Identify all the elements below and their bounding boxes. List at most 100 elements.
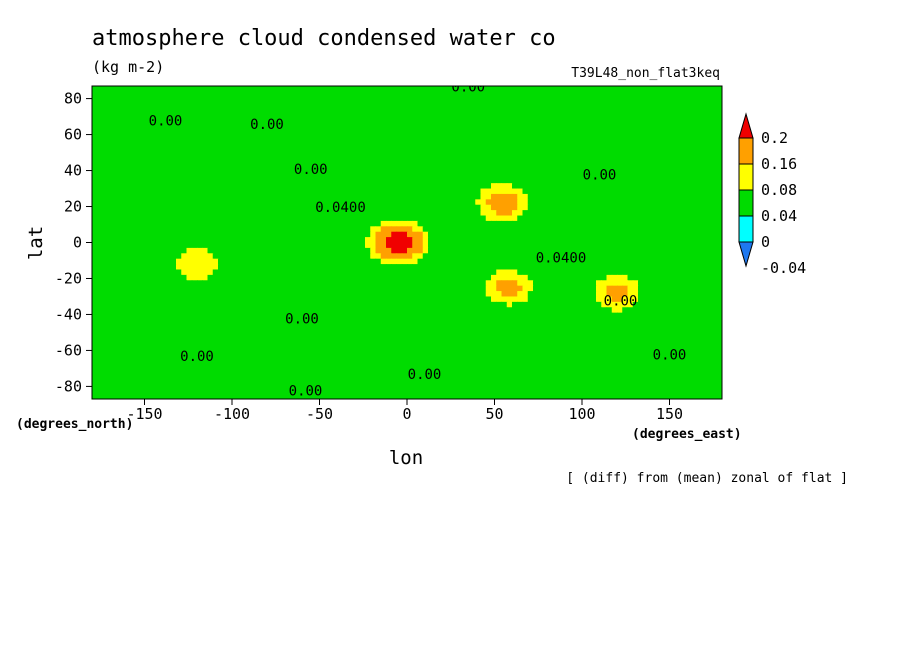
field-cell: [260, 150, 266, 157]
field-cell: [317, 204, 324, 211]
field-cell: [695, 161, 702, 168]
field-cell: [170, 269, 177, 276]
field-cell: [212, 296, 219, 303]
field-cell: [575, 145, 581, 152]
field-cell: [176, 86, 182, 92]
field-cell: [606, 156, 613, 163]
field-cell: [417, 134, 424, 141]
field-cell: [165, 285, 172, 292]
field-cell: [396, 112, 403, 119]
field-cell: [627, 145, 634, 152]
field-cell: [601, 291, 608, 298]
field-cell: [396, 177, 403, 184]
field-cell: [212, 210, 219, 217]
field-cell: [480, 231, 487, 238]
field-cell: [275, 86, 282, 92]
field-cell: [433, 139, 440, 146]
field-cell: [407, 139, 413, 146]
field-cell: [228, 280, 235, 287]
field-cell: [228, 102, 235, 109]
field-cell: [606, 291, 613, 298]
field-cell: [590, 210, 597, 217]
field-cell: [144, 86, 151, 92]
field-cell: [149, 139, 156, 146]
field-cell: [239, 161, 245, 168]
field-cell: [627, 123, 634, 130]
field-cell: [375, 123, 382, 130]
field-cell: [711, 166, 718, 173]
field-cell: [643, 247, 650, 254]
field-cell: [233, 307, 240, 314]
field-cell: [491, 166, 497, 173]
field-cell: [354, 161, 361, 168]
field-cell: [632, 183, 639, 190]
field-cell: [401, 269, 408, 276]
field-cell: [307, 129, 314, 136]
field-cell: [92, 150, 98, 157]
field-cell: [155, 210, 161, 217]
field-cell: [422, 118, 429, 125]
field-cell: [564, 285, 571, 292]
field-cell: [548, 242, 555, 249]
field-cell: [265, 166, 272, 173]
field-cell: [375, 91, 382, 98]
field-cell: [286, 307, 293, 314]
field-cell: [312, 177, 319, 184]
field-cell: [543, 123, 550, 130]
field-cell: [170, 226, 177, 233]
field-cell: [533, 231, 539, 238]
field-cell: [134, 86, 140, 92]
field-cell: [244, 145, 251, 152]
field-cell: [412, 215, 419, 222]
field-cell: [501, 204, 508, 211]
field-cell: [590, 237, 597, 244]
field-cell: [391, 253, 398, 260]
field-cell: [711, 301, 718, 308]
field-cell: [512, 86, 518, 92]
field-cell: [349, 161, 356, 168]
field-cell: [485, 193, 492, 200]
field-cell: [680, 210, 686, 217]
field-cell: [501, 210, 508, 217]
field-cell: [139, 129, 146, 136]
field-cell: [338, 199, 345, 206]
field-cell: [396, 193, 403, 200]
field-cell: [128, 242, 135, 249]
field-cell: [522, 91, 529, 98]
field-cell: [186, 291, 193, 298]
field-cell: [354, 291, 361, 298]
field-cell: [580, 102, 587, 109]
field-cell: [239, 129, 245, 136]
field-cell: [659, 210, 665, 217]
field-cell: [522, 285, 529, 292]
field-cell: [155, 91, 161, 98]
field-cell: [501, 145, 508, 152]
field-cell: [302, 226, 308, 233]
field-cell: [669, 183, 676, 190]
field-cell: [370, 172, 377, 179]
field-cell: [512, 247, 518, 254]
field-cell: [323, 226, 329, 233]
field-cell: [596, 150, 602, 157]
field-cell: [543, 231, 550, 238]
field-cell: [118, 285, 125, 292]
field-cell: [97, 96, 104, 103]
field-cell: [659, 150, 665, 157]
field-cell: [260, 134, 266, 141]
field-cell: [422, 139, 429, 146]
field-cell: [302, 220, 308, 227]
field-cell: [165, 215, 172, 222]
field-cell: [254, 253, 261, 260]
field-cell: [254, 307, 261, 314]
field-cell: [149, 107, 156, 114]
field-cell: [144, 291, 151, 298]
field-cell: [228, 139, 235, 146]
field-cell: [312, 91, 319, 98]
field-cell: [307, 253, 314, 260]
field-cell: [496, 107, 503, 114]
field-cell: [506, 134, 513, 141]
field-cell: [233, 123, 240, 130]
field-cell: [449, 102, 455, 109]
field-cell: [265, 107, 272, 114]
field-cell: [181, 107, 188, 114]
